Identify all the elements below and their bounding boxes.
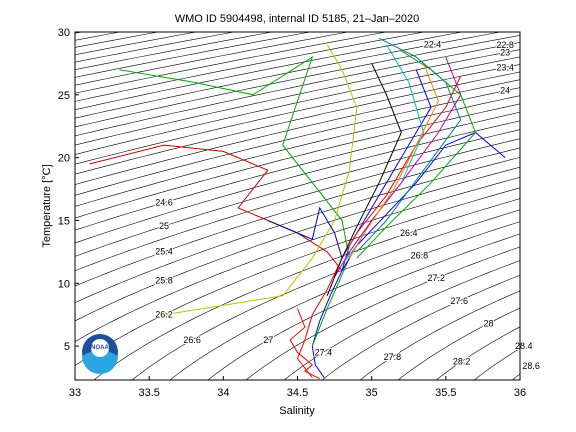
isopycnal xyxy=(75,64,520,165)
isopycnal xyxy=(75,35,520,128)
logo: NOAA xyxy=(82,334,118,374)
contour-label: 27.4 xyxy=(315,347,333,357)
isopycnal xyxy=(75,187,520,367)
contour-label: 27.8 xyxy=(384,352,402,362)
x-axis-label: Salinity xyxy=(279,405,315,417)
isopycnal xyxy=(75,49,520,146)
contour-label: 26.4 xyxy=(400,228,418,238)
isopycnal xyxy=(93,198,520,380)
axes: 33 33.5 34 34.5 35 35.5 36 5 10 15 20 25 30 xyxy=(58,27,526,399)
isopycnal xyxy=(207,233,520,380)
contour-label: 27 xyxy=(263,335,273,345)
isopycnal xyxy=(75,56,520,155)
contour-label: 25.4 xyxy=(155,247,173,257)
profile xyxy=(163,44,358,316)
isopycnal xyxy=(75,71,520,175)
contour-label: 23.4 xyxy=(496,62,514,72)
contour-labels: 22.4 22.823 23.4 24 24.6 25 25.4 25.8 26.2 26.6 27… xyxy=(154,39,541,372)
x-tick-label: 35 xyxy=(366,387,378,399)
logo-text: NOAA xyxy=(91,345,109,351)
x-tick-label: 36 xyxy=(514,387,526,399)
contour-label: 24.6 xyxy=(155,198,173,208)
contour-label: 27.2 xyxy=(428,273,446,283)
contour-label: 28.6 xyxy=(522,361,540,371)
chart-title: WMO ID 5904498, internal ID 5185, 21–Jan… xyxy=(175,13,420,25)
y-tick-label: 5 xyxy=(64,341,70,353)
contour-label: 25 xyxy=(159,221,169,231)
x-tick-label: 33.5 xyxy=(138,387,159,399)
logo-bird xyxy=(91,339,109,357)
plot-frame xyxy=(74,31,521,381)
isopycnal xyxy=(75,129,520,257)
contour-label: 24 xyxy=(500,86,510,96)
isopycnal xyxy=(75,111,520,231)
isopycnal xyxy=(75,120,520,244)
y-tick-label: 25 xyxy=(58,90,70,102)
isopycnal xyxy=(75,147,520,287)
y-tick-label: 20 xyxy=(58,153,70,165)
isopycnal xyxy=(75,79,520,185)
isopycnal xyxy=(321,274,520,380)
logo-wave xyxy=(82,350,118,374)
profile xyxy=(356,37,462,253)
contour-label: 22.8 xyxy=(496,40,514,50)
isopycnal xyxy=(75,103,520,219)
y-tick-label: 30 xyxy=(58,27,70,39)
isopycnal xyxy=(75,138,520,272)
isopycnal xyxy=(75,32,426,102)
y-axis-label: Temperature [°C] xyxy=(41,164,53,247)
isopycnal xyxy=(75,32,388,94)
isopycnal xyxy=(397,307,520,380)
contour-label: 27.6 xyxy=(451,296,469,306)
contour-label: 28 xyxy=(483,318,493,328)
x-tick-label: 33 xyxy=(69,387,81,399)
contour-label: 26.6 xyxy=(183,335,201,345)
x-tick-label: 34 xyxy=(217,387,229,399)
profile xyxy=(89,144,343,272)
contour-label: 23 xyxy=(500,47,510,57)
y-tick-label: 10 xyxy=(58,278,70,290)
isopycnal xyxy=(75,32,464,111)
isopycnal xyxy=(75,32,350,86)
isopycnal xyxy=(75,42,520,137)
profile xyxy=(119,55,350,347)
isopycnal xyxy=(435,326,520,380)
isopycnal xyxy=(131,209,520,380)
profiles xyxy=(89,37,506,380)
x-tick-label: 34.5 xyxy=(287,387,308,399)
x-tick-label: 35.5 xyxy=(435,387,456,399)
plot-area xyxy=(75,32,520,380)
profile xyxy=(348,63,439,259)
contour-label: 22.4 xyxy=(424,40,442,50)
isopycnal xyxy=(245,246,520,380)
isopycnal xyxy=(75,32,502,119)
contour-label: 26.2 xyxy=(155,310,173,320)
isopycnal xyxy=(283,260,520,380)
isopycnal xyxy=(359,290,520,380)
contour-label: 26.8 xyxy=(411,251,429,261)
isopycnal xyxy=(169,221,520,380)
isopycnal xyxy=(75,176,520,342)
profile xyxy=(267,206,343,259)
contour-label: 28.4 xyxy=(515,341,533,351)
contour-label: 28.2 xyxy=(453,356,471,366)
y-tick-label: 15 xyxy=(58,215,70,227)
profile xyxy=(289,308,320,380)
contour-label: 25.8 xyxy=(155,276,173,286)
